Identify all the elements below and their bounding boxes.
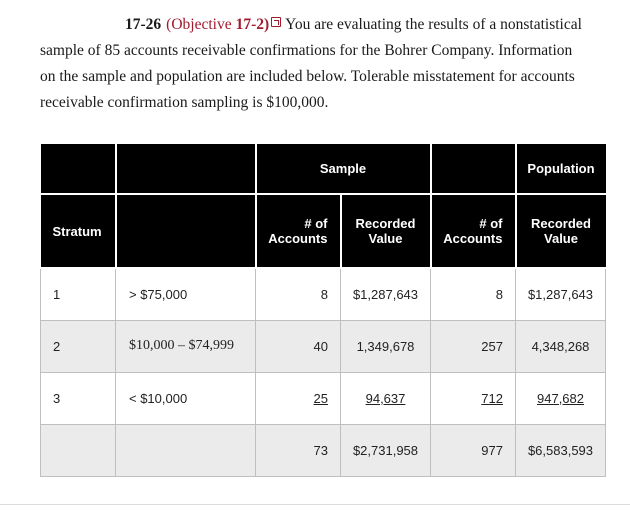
cell-sample-accounts: 25	[255, 371, 341, 425]
cell-criteria: > $75,000	[115, 267, 256, 321]
cell-pop-value: 947,682	[515, 371, 606, 425]
objective-link[interactable]: (Objective 17-2)	[166, 16, 269, 33]
cell-sample-accounts: 8	[255, 267, 341, 321]
header-pop-value: Recorded Value	[514, 193, 606, 269]
cell-pop-accounts: 712	[430, 371, 516, 425]
cell-stratum-blank	[40, 423, 116, 477]
objective-prefix: (Objective	[166, 16, 232, 33]
objective-number: 17-2)	[235, 16, 270, 33]
underlined-value: 25	[313, 390, 328, 406]
sample-population-table: Sample Population Stratum # of Accounts …	[40, 144, 606, 477]
problem-number: 17-26	[125, 16, 162, 33]
header-sample-value: Recorded Value	[339, 193, 432, 269]
cell-total-pop-value: $6,583,593	[515, 423, 606, 477]
bottom-divider	[0, 504, 630, 505]
header-pop-accounts: # of Accounts	[429, 193, 517, 269]
table-row-stratum-3: 3 < $10,000 25 94,637 712 947,682	[40, 371, 606, 425]
cell-total-pop-accounts: 977	[430, 423, 516, 477]
cell-pop-value: 4,348,268	[515, 319, 606, 373]
cell-pop-value: $1,287,643	[515, 267, 606, 321]
header-blank-2	[114, 144, 257, 195]
problem-paragraph: 17-26 (Objective 17-2) You are evaluating t…	[40, 12, 588, 116]
cell-total-sample-accounts: 73	[255, 423, 341, 477]
table-header: Sample Population Stratum # of Accounts …	[40, 144, 606, 269]
cell-pop-accounts: 257	[430, 319, 516, 373]
header-blank-1	[40, 144, 117, 195]
header-sample-accounts: # of Accounts	[254, 193, 342, 269]
underlined-value: 94,637	[365, 390, 406, 406]
cell-sample-accounts: 40	[255, 319, 341, 373]
header-stratum: Stratum	[40, 193, 117, 269]
cell-stratum: 1	[40, 267, 116, 321]
header-blank-3	[429, 144, 517, 195]
cell-sample-value: 94,637	[340, 371, 431, 425]
table-row-stratum-1: 1 > $75,000 8 $1,287,643 8 $1,287,643	[40, 267, 606, 321]
column-header-row: Stratum # of Accounts Recorded Value # o…	[40, 193, 606, 269]
cell-stratum: 2	[40, 319, 116, 373]
header-group-sample: Sample	[254, 144, 432, 195]
problem-body-text: You are evaluating the results of a nons…	[40, 16, 582, 111]
cell-sample-value: 1,349,678	[340, 319, 431, 373]
cell-sample-value: $1,287,643	[340, 267, 431, 321]
table-row-totals: 73 $2,731,958 977 $6,583,593	[40, 423, 606, 477]
cell-criteria-blank	[115, 423, 256, 477]
table-body: 1 > $75,000 8 $1,287,643 8 $1,287,643 2 …	[40, 267, 606, 477]
header-criteria	[114, 193, 257, 269]
header-group-population: Population	[514, 144, 606, 195]
underlined-value: 947,682	[537, 390, 584, 406]
cell-total-sample-value: $2,731,958	[340, 423, 431, 477]
cell-stratum: 3	[40, 371, 116, 425]
underlined-value: 712	[481, 390, 503, 406]
cell-criteria: $10,000 – $74,999	[115, 319, 256, 373]
objective-popup-icon[interactable]	[271, 17, 282, 27]
table-row-stratum-2: 2 $10,000 – $74,999 40 1,349,678 257 4,3…	[40, 319, 606, 373]
cell-criteria: < $10,000	[115, 371, 256, 425]
cell-pop-accounts: 8	[430, 267, 516, 321]
group-header-row: Sample Population	[40, 144, 606, 195]
